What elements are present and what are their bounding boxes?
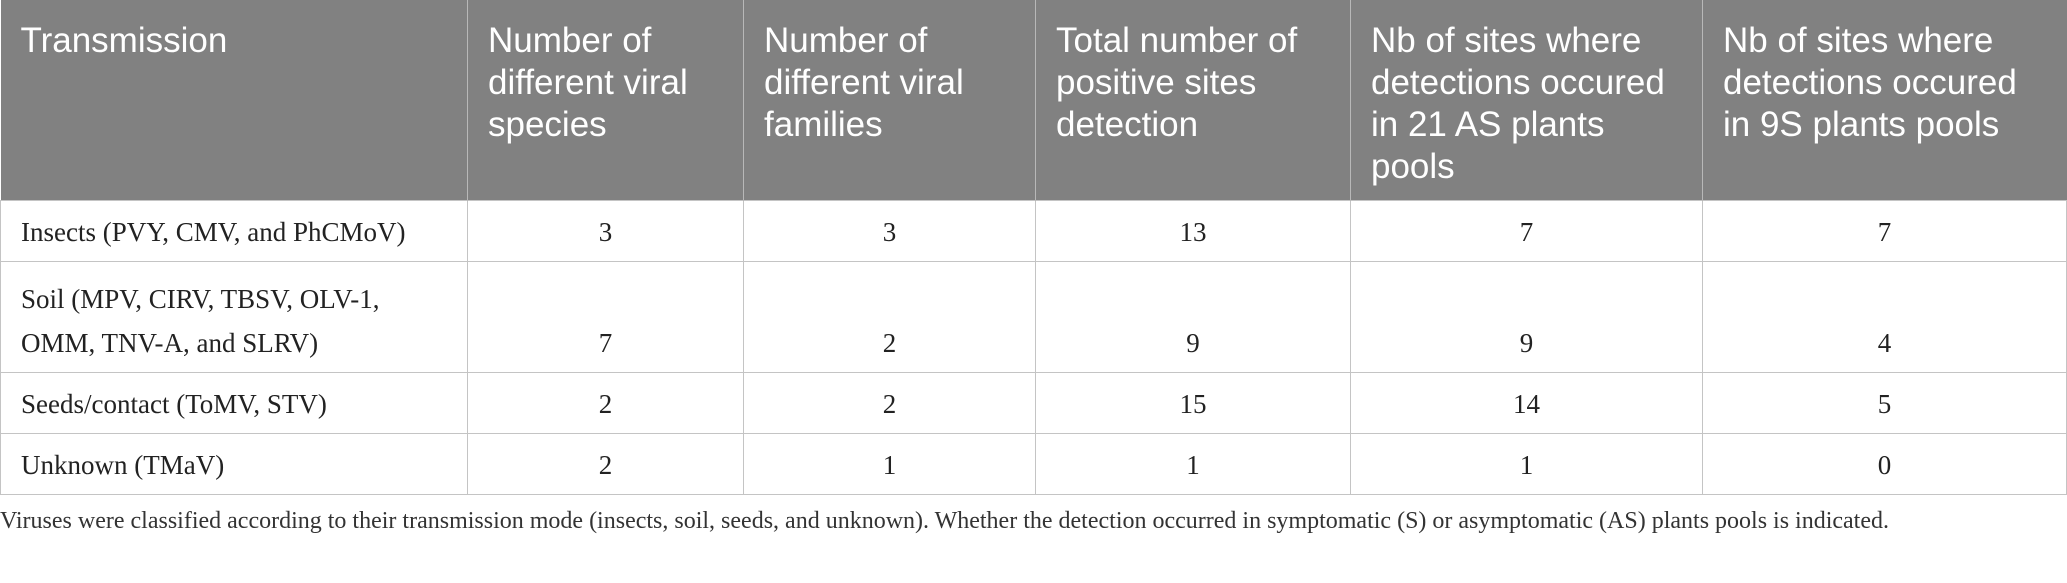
cell-viral-families: 1	[743, 433, 1036, 495]
table-header-row: Transmission Number of different viral s…	[0, 0, 2067, 201]
cell-transmission: Insects (PVY, CMV, and PhCMoV)	[0, 200, 468, 262]
header-sites-s-pools: Nb of sites where detections occured in …	[1702, 0, 2067, 201]
table-row-unknown: Unknown (TMaV) 2 1 1 1 0	[0, 433, 2067, 495]
cell-viral-species: 2	[467, 372, 744, 434]
cell-transmission: Seeds/contact (ToMV, STV)	[0, 372, 468, 434]
cell-sites-s-pools: 0	[1702, 433, 2067, 495]
header-total-positive-sites: Total number of positive sites detection	[1035, 0, 1351, 201]
cell-viral-species: 2	[467, 433, 744, 495]
cell-total-positive-sites: 1	[1035, 433, 1351, 495]
table-row-insects: Insects (PVY, CMV, and PhCMoV) 3 3 13 7 …	[0, 200, 2067, 262]
cell-viral-species: 3	[467, 200, 744, 262]
cell-sites-as-pools: 9	[1350, 261, 1703, 373]
cell-viral-families: 2	[743, 372, 1036, 434]
transmission-table: Transmission Number of different viral s…	[0, 0, 2067, 495]
cell-viral-species: 7	[467, 261, 744, 373]
header-transmission: Transmission	[0, 0, 468, 201]
table-caption: Viruses were classified according to the…	[0, 508, 1890, 534]
cell-total-positive-sites: 15	[1035, 372, 1351, 434]
cell-viral-families: 3	[743, 200, 1036, 262]
cell-viral-families: 2	[743, 261, 1036, 373]
cell-sites-as-pools: 1	[1350, 433, 1703, 495]
cell-sites-as-pools: 7	[1350, 200, 1703, 262]
header-viral-families: Number of different viral families	[743, 0, 1036, 201]
cell-sites-s-pools: 5	[1702, 372, 2067, 434]
cell-total-positive-sites: 13	[1035, 200, 1351, 262]
table-row-soil: Soil (MPV, CIRV, TBSV, OLV-1, OMM, TNV-A…	[0, 261, 2067, 373]
cell-sites-as-pools: 14	[1350, 372, 1703, 434]
header-sites-as-pools: Nb of sites where detections occured in …	[1350, 0, 1703, 201]
cell-transmission: Soil (MPV, CIRV, TBSV, OLV-1, OMM, TNV-A…	[0, 261, 468, 373]
table-row-seeds-contact: Seeds/contact (ToMV, STV) 2 2 15 14 5	[0, 372, 2067, 434]
cell-sites-s-pools: 4	[1702, 261, 2067, 373]
cell-total-positive-sites: 9	[1035, 261, 1351, 373]
cell-sites-s-pools: 7	[1702, 200, 2067, 262]
header-viral-species: Number of different viral species	[467, 0, 744, 201]
cell-transmission: Unknown (TMaV)	[0, 433, 468, 495]
